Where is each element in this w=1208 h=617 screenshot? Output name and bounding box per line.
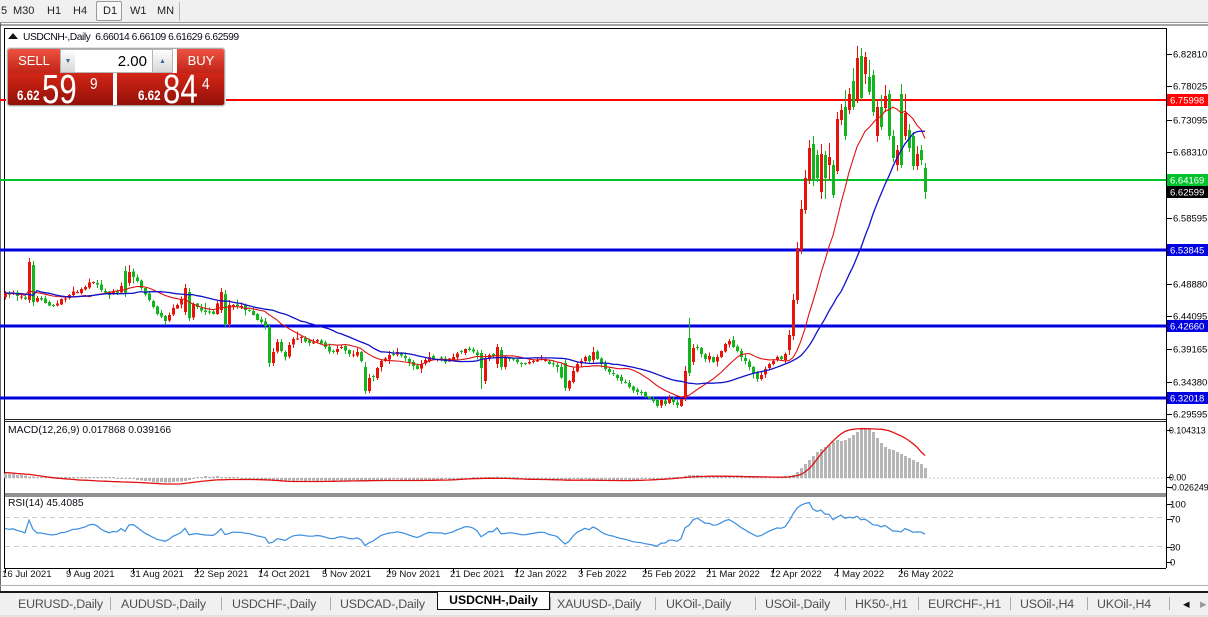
svg-text:0.00: 0.00 xyxy=(1169,473,1186,483)
svg-text:6.64169: 6.64169 xyxy=(1170,176,1204,187)
svg-text:0.104313: 0.104313 xyxy=(1169,426,1206,436)
svg-text:5 Nov 2021: 5 Nov 2021 xyxy=(322,569,371,580)
svg-text:12 Apr 2022: 12 Apr 2022 xyxy=(770,569,822,580)
svg-text:6.68310: 6.68310 xyxy=(1173,148,1207,159)
svg-text:6.62599: 6.62599 xyxy=(1170,188,1204,199)
svg-text:MACD(12,26,9) 0.017868 0.03916: MACD(12,26,9) 0.017868 0.039166 xyxy=(8,425,171,436)
svg-text:26 May 2022: 26 May 2022 xyxy=(898,569,953,580)
svg-text:6.42660: 6.42660 xyxy=(1170,322,1204,333)
svg-text:6.44095: 6.44095 xyxy=(1173,312,1207,323)
svg-text:30: 30 xyxy=(1170,543,1181,554)
svg-text:6.58595: 6.58595 xyxy=(1173,214,1207,225)
svg-text:12 Jan 2022: 12 Jan 2022 xyxy=(514,569,567,580)
svg-text:6.75998: 6.75998 xyxy=(1170,96,1204,107)
svg-text:4 May 2022: 4 May 2022 xyxy=(834,569,884,580)
svg-text:6.48880: 6.48880 xyxy=(1173,280,1207,291)
svg-text:USDCNH-,Daily 6.66014 6.66109: USDCNH-,Daily 6.66014 6.66109 6.61629 6.… xyxy=(23,32,239,43)
svg-text:16 Jul 2021: 16 Jul 2021 xyxy=(2,569,52,580)
svg-text:22 Sep 2021: 22 Sep 2021 xyxy=(194,569,248,580)
svg-text:100: 100 xyxy=(1170,500,1186,511)
svg-text:31 Aug 2021: 31 Aug 2021 xyxy=(130,569,184,580)
svg-text:0: 0 xyxy=(1170,558,1175,569)
svg-text:14 Oct 2021: 14 Oct 2021 xyxy=(258,569,310,580)
svg-text:RSI(14) 45.4085: RSI(14) 45.4085 xyxy=(8,498,84,509)
svg-text:6.32018: 6.32018 xyxy=(1170,394,1204,405)
svg-text:6.29595: 6.29595 xyxy=(1173,410,1207,421)
svg-text:6.34380: 6.34380 xyxy=(1173,378,1207,389)
svg-text:6.78025: 6.78025 xyxy=(1173,82,1207,93)
svg-text:21 Dec 2021: 21 Dec 2021 xyxy=(450,569,504,580)
svg-text:6.73095: 6.73095 xyxy=(1173,116,1207,127)
svg-text:6.82810: 6.82810 xyxy=(1173,50,1207,61)
svg-text:3 Feb 2022: 3 Feb 2022 xyxy=(578,569,627,580)
svg-text:70: 70 xyxy=(1170,515,1181,526)
svg-text:6.39165: 6.39165 xyxy=(1173,345,1207,356)
svg-text:-0.026249: -0.026249 xyxy=(1169,483,1208,493)
svg-text:21 Mar 2022: 21 Mar 2022 xyxy=(706,569,760,580)
svg-text:25 Feb 2022: 25 Feb 2022 xyxy=(642,569,696,580)
svg-text:29 Nov 2021: 29 Nov 2021 xyxy=(386,569,440,580)
svg-text:9 Aug 2021: 9 Aug 2021 xyxy=(66,569,115,580)
svg-text:6.53845: 6.53845 xyxy=(1170,246,1204,257)
